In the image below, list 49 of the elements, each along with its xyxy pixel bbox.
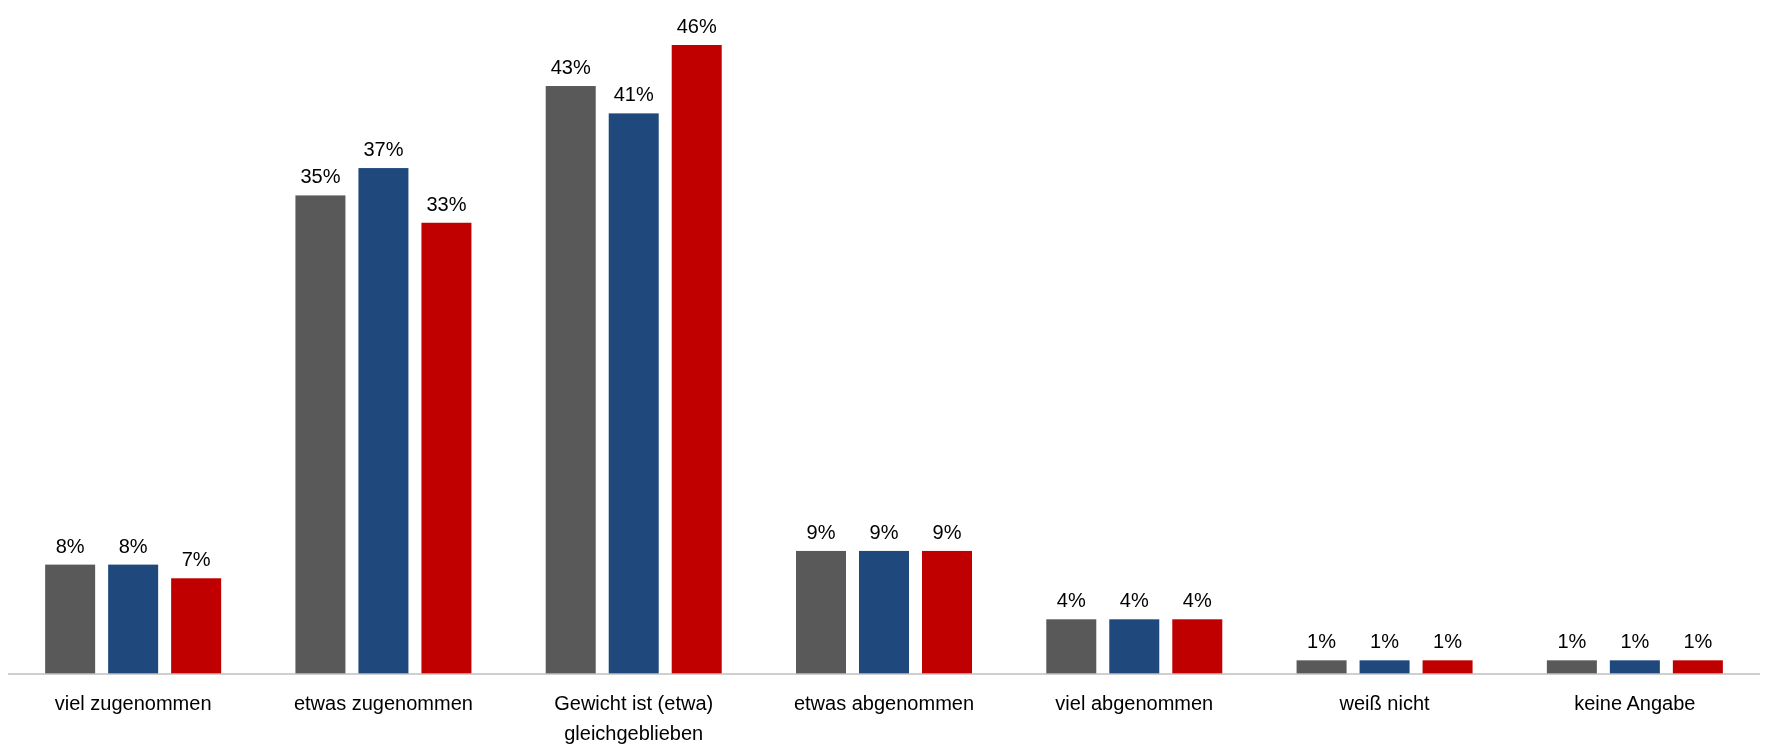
data-label: 9% bbox=[932, 520, 962, 543]
data-label: 4% bbox=[1182, 589, 1212, 612]
bar bbox=[1422, 660, 1473, 674]
data-label: 43% bbox=[550, 56, 591, 79]
bar bbox=[608, 113, 659, 674]
bar bbox=[545, 86, 596, 674]
bar bbox=[859, 550, 909, 674]
data-label: 1% bbox=[1557, 630, 1587, 653]
data-label: 9% bbox=[806, 520, 836, 543]
bar bbox=[295, 195, 346, 674]
data-label: 9% bbox=[869, 520, 899, 543]
data-label: 1% bbox=[1683, 630, 1713, 653]
x-tick-label: viel zugenommen bbox=[54, 692, 212, 714]
data-label: 4% bbox=[1056, 589, 1086, 612]
data-label: 1% bbox=[1370, 630, 1400, 653]
x-tick-label: etwas abgenommen bbox=[793, 692, 975, 714]
bar bbox=[796, 550, 846, 674]
data-label: 8% bbox=[55, 534, 85, 557]
x-tick-label: Gewicht ist (etwa) gleichgeblieben bbox=[554, 692, 714, 744]
x-tick-label: keine Angabe bbox=[1574, 692, 1696, 714]
bar bbox=[358, 168, 409, 674]
data-label: 37% bbox=[363, 138, 404, 161]
x-tick-label: etwas zugenommen bbox=[293, 692, 473, 714]
bar bbox=[1296, 660, 1347, 674]
data-label: 41% bbox=[613, 83, 654, 106]
x-tick-label: weiß nicht bbox=[1338, 692, 1431, 714]
data-label: 1% bbox=[1433, 630, 1463, 653]
data-label: 46% bbox=[676, 15, 717, 37]
bar bbox=[671, 45, 722, 674]
data-label: 8% bbox=[118, 534, 148, 557]
data-label: 7% bbox=[181, 548, 211, 571]
bar bbox=[108, 564, 159, 674]
bar bbox=[45, 564, 96, 674]
bar bbox=[171, 578, 222, 674]
bar bbox=[1609, 660, 1660, 674]
bar bbox=[1109, 619, 1160, 674]
data-label: 1% bbox=[1620, 630, 1650, 653]
bar bbox=[1672, 660, 1723, 674]
data-label: 33% bbox=[426, 192, 467, 215]
bar bbox=[1546, 660, 1597, 674]
bar bbox=[922, 550, 972, 674]
bar bbox=[1359, 660, 1410, 674]
bar bbox=[1046, 619, 1097, 674]
data-label: 35% bbox=[300, 165, 341, 188]
bar bbox=[421, 222, 472, 674]
data-label: 4% bbox=[1119, 589, 1149, 612]
data-label: 1% bbox=[1307, 630, 1337, 653]
x-tick-label: viel abgenommen bbox=[1055, 692, 1214, 714]
bar bbox=[1172, 619, 1223, 674]
